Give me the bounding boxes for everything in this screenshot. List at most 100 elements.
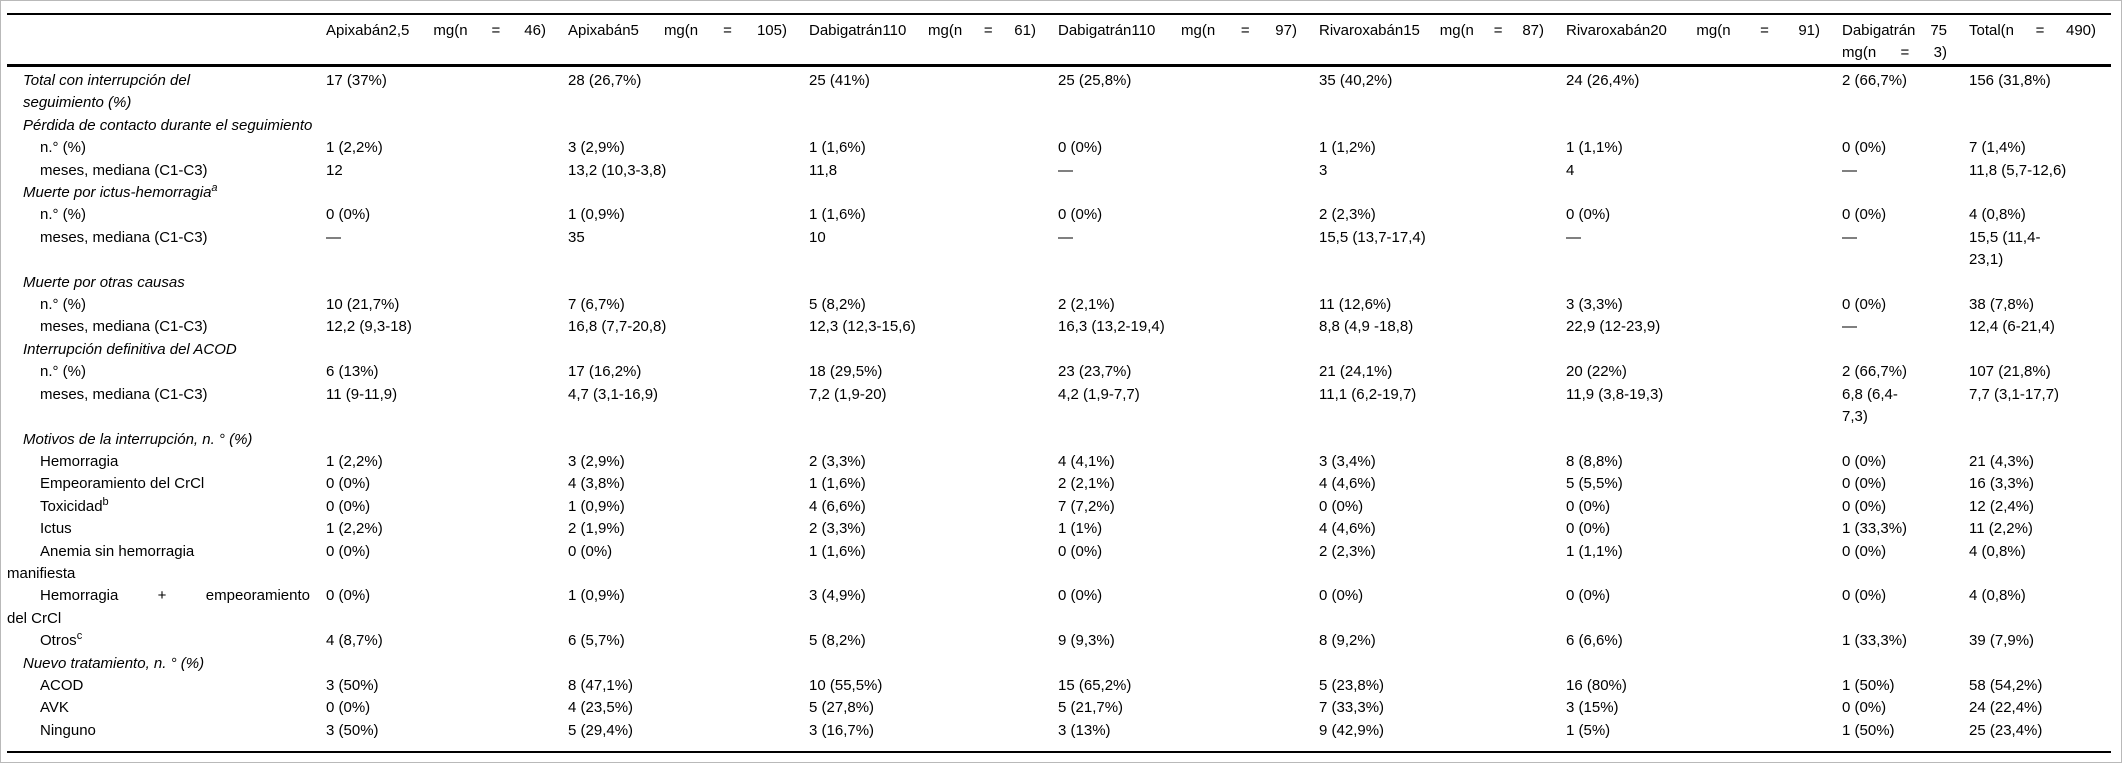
row-label-line: Empeoramiento del CrCl: [40, 475, 205, 493]
cell: [568, 339, 809, 361]
cell: 4,7 (3,1-16,9): [568, 385, 659, 403]
cell: 0 (0%): [326, 206, 371, 224]
cell: 11,1 (6,2-19,7): [1319, 385, 1417, 403]
cell: [1566, 339, 1842, 361]
cell: 16 (3,3%): [1969, 475, 2035, 493]
row-label: Ninguno: [7, 720, 326, 752]
table-row: Anemia sin hemorragia manifiesta 0 (0%) 0 (…: [7, 541, 2111, 586]
cell: 1 (1%): [1058, 520, 1103, 538]
row-label: Hemorragia + empeoramiento del CrCl: [7, 585, 326, 630]
cell: [326, 182, 568, 204]
cell: [568, 653, 809, 675]
row-label-line: Interrupción definitiva del ACOD: [23, 340, 237, 358]
row-label: meses, mediana (C1-C3): [7, 316, 326, 338]
cell: 10 (21,7%): [326, 296, 400, 314]
row-label: Muerte por otras causas: [7, 272, 326, 294]
cell: 13,2 (10,3-3,8): [568, 161, 667, 179]
footnote-marker: a: [211, 182, 218, 195]
cell: 1 (1,2%): [1319, 139, 1376, 157]
row-label-line: seguimiento (%): [23, 94, 132, 112]
cell: 0 (0%): [326, 497, 371, 515]
cell: [1566, 115, 1842, 137]
cell: 1 (0,9%): [568, 206, 625, 224]
cell: 17 (16,2%): [568, 363, 642, 381]
cell: 5 (29,4%): [568, 721, 634, 739]
row-label-line: AVK: [40, 699, 69, 717]
cell: [1058, 182, 1319, 204]
cell: 7,2 (1,9-20): [809, 385, 887, 403]
cell: 12: [326, 161, 343, 179]
cell: 156 (31,8%): [1969, 72, 2051, 89]
cell: 1 (1,1%): [1566, 542, 1623, 560]
row-label: Ictus: [7, 518, 326, 540]
cell: 3 (50%): [326, 676, 379, 694]
cell: 1 (2,2%): [326, 139, 383, 157]
cell: —: [326, 228, 341, 246]
cell: [326, 653, 568, 675]
table-row: Muerte por ictus-hemorragiaa: [7, 182, 2111, 204]
table-body: Total con interrupción del seguimiento (%…: [7, 66, 2111, 753]
cell: —: [1842, 318, 1857, 336]
table-row: n.° (%) 10 (21,7%) 7 (6,7%) 5 (8,2%) 2 (2,1%…: [7, 294, 2111, 316]
cell: [1566, 272, 1842, 294]
cell: [1058, 272, 1319, 294]
cell: 7 (33,3%): [1319, 699, 1385, 717]
row-label-line: Anemia sin hemorragia: [40, 542, 195, 560]
cell: 1 (50%): [1842, 676, 1895, 694]
cell: 0 (0%): [1842, 452, 1887, 470]
row-label-line: n.° (%): [40, 139, 87, 157]
cell: 2 (3,3%): [809, 452, 866, 470]
corner-cell: [7, 14, 326, 67]
row-label: n.° (%): [7, 204, 326, 226]
row-label-line: Motivos de la interrupción, n. ° (%): [23, 430, 253, 448]
cell: 11 (9-11,9): [326, 385, 398, 403]
cell: 1 (1,6%): [809, 206, 866, 224]
column-header-total: Total(n = 490): [1969, 14, 2111, 67]
cell: 0 (0%): [326, 587, 371, 605]
cell: [1969, 653, 2111, 675]
cell: 17 (37%): [326, 72, 387, 89]
cell: 4 (23,5%): [568, 699, 634, 717]
table-row: AVK 0 (0%) 4 (23,5%) 5 (27,8%) 5 (21,7%) 7 (3…: [7, 697, 2111, 719]
cell: 20 (22%): [1566, 363, 1627, 381]
cell: 4 (3,8%): [568, 475, 625, 493]
column-header-rivaroxaban-20: Rivaroxabán20 mg(n = 91): [1566, 14, 1842, 67]
cell: [568, 182, 809, 204]
cell: [809, 429, 1058, 451]
cell: 0 (0%): [1842, 587, 1887, 605]
table-row: Nuevo tratamiento, n. ° (%): [7, 653, 2111, 675]
cell: 3 (2,9%): [568, 139, 625, 157]
cell: 3: [1319, 161, 1328, 179]
row-label-line: Total con interrupción del: [23, 72, 191, 89]
footnote-marker: c: [76, 630, 83, 643]
cell: 0 (0%): [1566, 497, 1611, 515]
cell: [809, 653, 1058, 675]
cell: [1842, 272, 1969, 294]
row-label: ACOD: [7, 675, 326, 697]
row-label-line: Ninguno: [40, 721, 96, 739]
cell: 25 (23,4%): [1969, 721, 2043, 739]
cell: 0 (0%): [1058, 206, 1103, 224]
row-label: meses, mediana (C1-C3): [7, 227, 326, 272]
row-label: Hemorragia: [7, 451, 326, 473]
cell: 3 (4,9%): [809, 587, 866, 605]
cell: 16,3 (13,2-19,4): [1058, 318, 1165, 336]
cell: [809, 115, 1058, 137]
cell: 5 (27,8%): [809, 699, 875, 717]
cell: 4 (4,1%): [1058, 452, 1115, 470]
cell: 2 (2,1%): [1058, 475, 1115, 493]
header-row: Apixabán2,5 mg(n = 46) Apixabán5 mg(n = …: [7, 14, 2111, 67]
cell: 0 (0%): [326, 699, 371, 717]
row-label-line: n.° (%): [40, 296, 87, 314]
cell: 5 (8,2%): [809, 296, 866, 314]
cell: 4 (6,6%): [809, 497, 866, 515]
cell: 1 (33,3%): [1842, 632, 1908, 650]
cell: 0 (0%): [1058, 542, 1103, 560]
row-label-line: Otrosc: [40, 630, 83, 650]
cell: [1969, 115, 2111, 137]
cell: [809, 272, 1058, 294]
row-label: Total con interrupción del seguimiento (%…: [7, 66, 326, 115]
cell: 23 (23,7%): [1058, 363, 1132, 381]
cell: [1969, 272, 2111, 294]
cell: 8 (47,1%): [568, 676, 634, 694]
